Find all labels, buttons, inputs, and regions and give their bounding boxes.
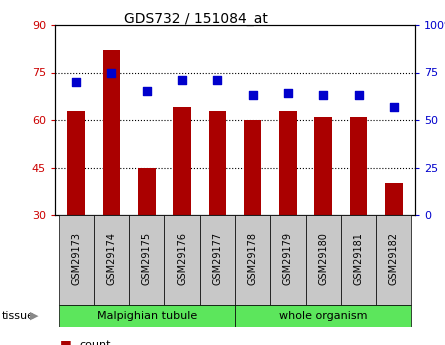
Bar	[341, 215, 376, 305]
Bar	[385, 183, 403, 215]
Bar	[350, 117, 368, 215]
Text: whole organism: whole organism	[279, 311, 368, 321]
Bar	[173, 107, 191, 215]
Bar	[164, 215, 200, 305]
Point	[108, 70, 115, 75]
Point	[390, 104, 397, 109]
Point	[320, 92, 327, 98]
Bar	[209, 110, 226, 215]
Point	[73, 79, 80, 85]
Text: GSM29181: GSM29181	[353, 232, 364, 285]
Text: tissue: tissue	[2, 311, 35, 321]
Text: ■: ■	[60, 338, 71, 345]
Point	[249, 92, 256, 98]
Bar	[235, 215, 270, 305]
Text: GSM29177: GSM29177	[212, 231, 222, 285]
Text: Malpighian tubule: Malpighian tubule	[97, 311, 197, 321]
Bar	[67, 110, 85, 215]
Bar	[103, 50, 120, 215]
Point	[355, 92, 362, 98]
Point	[214, 77, 221, 83]
Point	[143, 89, 150, 94]
Bar	[270, 215, 306, 305]
Bar	[279, 110, 297, 215]
Text: GSM29182: GSM29182	[389, 232, 399, 285]
Bar	[315, 117, 332, 215]
Text: ▶: ▶	[30, 311, 39, 321]
Bar	[200, 215, 235, 305]
Text: GSM29178: GSM29178	[248, 232, 258, 285]
Bar	[59, 215, 94, 305]
Text: GSM29176: GSM29176	[177, 232, 187, 285]
Point	[284, 91, 291, 96]
Bar	[244, 120, 262, 215]
Text: count: count	[80, 340, 111, 345]
Text: GDS732 / 151084_at: GDS732 / 151084_at	[124, 12, 268, 26]
Bar	[376, 215, 412, 305]
Text: GSM29174: GSM29174	[106, 232, 117, 285]
Bar	[129, 215, 164, 305]
Bar	[306, 215, 341, 305]
Text: GSM29180: GSM29180	[318, 232, 328, 285]
Bar	[138, 168, 156, 215]
Bar	[94, 215, 129, 305]
Text: GSM29173: GSM29173	[71, 232, 81, 285]
Text: GSM29175: GSM29175	[142, 231, 152, 285]
Bar	[59, 305, 235, 327]
Bar	[235, 305, 412, 327]
Point	[178, 77, 186, 83]
Text: GSM29179: GSM29179	[283, 232, 293, 285]
